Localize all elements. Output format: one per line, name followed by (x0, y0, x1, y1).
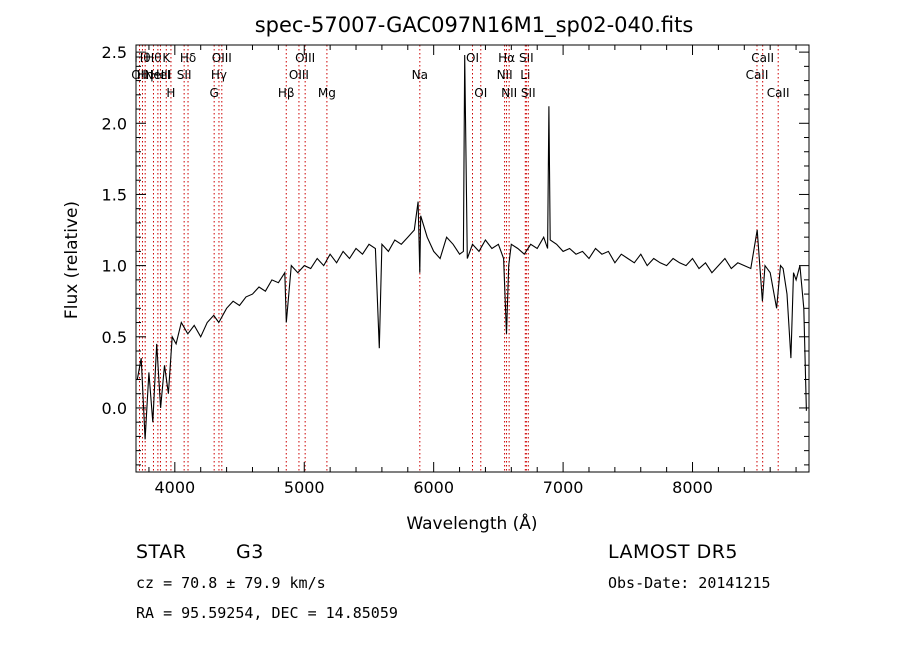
line-marker-label: CaII (767, 86, 790, 100)
y-tick-label: 2.0 (102, 114, 127, 133)
y-axis-label: Flux (relative) (62, 201, 82, 319)
x-tick-label: 8000 (672, 478, 713, 497)
redshift-velocity: cz = 70.8 ± 79.9 km/s (136, 574, 326, 592)
line-marker-label: G (210, 86, 219, 100)
x-tick-label: 4000 (154, 478, 195, 497)
survey-name: LAMOST DR5 (608, 541, 738, 563)
observation-date: Obs-Date: 20141215 (608, 574, 771, 592)
line-marker-label: HeI (150, 68, 170, 82)
line-marker-label: CaII (746, 68, 769, 82)
line-marker-label: NeIII (144, 68, 171, 82)
chart-title: spec-57007-GAC097N16M1_sp02-040.fits (255, 13, 694, 38)
line-marker-label: SII (177, 68, 192, 82)
line-marker-label: CaII (751, 51, 774, 65)
spectrum-line (136, 54, 807, 440)
line-marker-label: Li (520, 68, 530, 82)
y-tick-label: 1.5 (102, 185, 127, 204)
line-marker-label: SII (521, 86, 536, 100)
line-marker-label: K (162, 51, 171, 65)
sky-coordinates: RA = 95.59254, DEC = 14.85059 (136, 604, 398, 622)
line-marker-label: OI (474, 86, 487, 100)
line-marker-label: NII (497, 68, 513, 82)
line-marker-label: Hα (498, 51, 515, 65)
line-marker-label: Hβ (278, 86, 295, 100)
y-tick-label: 2.5 (102, 43, 127, 62)
line-marker-label: SII (519, 51, 534, 65)
line-marker-label: OIII (295, 51, 315, 65)
y-tick-label: 0.0 (102, 399, 127, 418)
x-tick-label: 5000 (284, 478, 325, 497)
plot-frame (135, 44, 810, 473)
line-marker-label: OII (131, 68, 148, 82)
object-subclass: G3 (236, 541, 264, 563)
line-marker-label: Hη (137, 68, 154, 82)
object-class: STAR (136, 541, 187, 563)
y-tick-label: 0.5 (102, 328, 127, 347)
line-marker-label: OI (466, 51, 479, 65)
line-marker-label: Hθ (134, 51, 150, 65)
line-marker-label: NII (501, 86, 517, 100)
line-marker-label: H (166, 86, 175, 100)
line-marker-label: OIII (212, 51, 232, 65)
y-tick-label: 1.0 (102, 257, 127, 276)
line-marker-label: Hθ (145, 51, 161, 65)
axes: 4000 5000 6000 7000 8000 0.0 0.5 1.0 1.5 2.0 2.5 (102, 43, 809, 497)
line-marker-label: Hγ (211, 68, 227, 82)
line-marker-label: Hδ (180, 51, 196, 65)
line-marker-label: Na (412, 68, 428, 82)
x-tick-label: 6000 (413, 478, 454, 497)
x-axis-label: Wavelength (Å) (406, 512, 537, 534)
line-marker-label: OIII (289, 68, 309, 82)
x-tick-label: 7000 (543, 478, 584, 497)
spectral-line-markers: OIIHθHηHθNeIIIHeIKHSIIHδGHγOIIIHβOIIIOII… (131, 45, 790, 472)
line-marker-label: Mg (318, 86, 336, 100)
